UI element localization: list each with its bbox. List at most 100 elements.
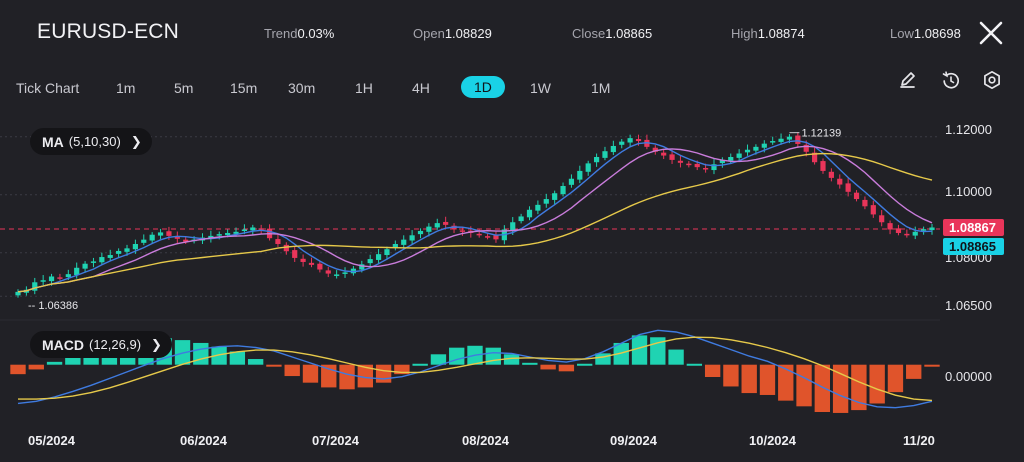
macd-histogram-bar	[193, 342, 209, 365]
candle-body	[912, 231, 918, 236]
candle-body	[225, 232, 231, 236]
candle-body	[48, 276, 55, 282]
candle-body	[535, 204, 541, 211]
candle-body	[141, 239, 147, 243]
macd-histogram-bar	[357, 364, 373, 388]
candle-body	[577, 170, 583, 180]
ma10-line	[17, 145, 933, 293]
candle-body	[711, 164, 717, 171]
reset-icon[interactable]	[941, 70, 961, 90]
candle-body	[124, 248, 130, 252]
close-icon[interactable]	[978, 20, 1004, 46]
candle-body	[493, 235, 499, 240]
tab-1d[interactable]: 1D	[461, 76, 505, 98]
macd-histogram-bar	[796, 364, 812, 407]
candle-body	[459, 230, 466, 232]
candle-body	[484, 236, 491, 238]
pencil-icon[interactable]	[898, 70, 918, 90]
candle-body	[870, 205, 876, 215]
macd-histogram-bar	[631, 335, 648, 365]
macd-histogram-bar	[485, 347, 501, 365]
candle-body	[904, 233, 910, 236]
tab-1m[interactable]: 1m	[116, 80, 136, 96]
candle-body	[32, 282, 38, 291]
candle-body	[434, 223, 440, 228]
candle-body	[845, 183, 851, 192]
tab-1w[interactable]: 1W	[530, 80, 551, 96]
min-marker-label: -- 1.06386	[28, 300, 78, 312]
candle-body	[602, 151, 608, 158]
tab-1m-month[interactable]: 1M	[591, 80, 611, 96]
macd-histogram-bar	[46, 361, 63, 365]
time-axis-label: 11/20	[903, 433, 935, 448]
macd-histogram-bar	[540, 364, 556, 370]
close-stat: Close1.08865	[572, 26, 653, 41]
price-chart[interactable]: 1.12139 -- 1.06386	[0, 0, 940, 420]
candle-body	[786, 136, 793, 140]
candle-body	[241, 229, 248, 231]
candle-body	[686, 163, 692, 166]
candle-body	[250, 227, 256, 231]
candle-body	[719, 159, 725, 164]
candle-body	[803, 144, 809, 152]
candle-body	[929, 227, 935, 231]
candle-body	[778, 138, 784, 142]
chart-header: EURUSD-ECN Trend0.03% Open1.08829 Close1…	[0, 0, 1024, 68]
macd-histogram-bar	[412, 363, 428, 366]
max-marker-label: 1.12139	[801, 128, 841, 140]
macd-histogram-bar	[613, 342, 629, 365]
symbol-title: EURUSD-ECN	[37, 20, 180, 43]
tab-30m[interactable]: 30m	[288, 80, 316, 96]
price-axis-label: 1.12000	[945, 122, 992, 137]
settings-icon[interactable]	[982, 70, 1002, 90]
ask-price-tag: 1.08867	[943, 219, 1004, 236]
candle-body	[593, 157, 600, 163]
candle-body	[795, 135, 801, 144]
candle-body	[57, 277, 63, 279]
candle-body	[476, 233, 482, 236]
candle-body	[744, 149, 751, 153]
macd-histogram-bar	[723, 364, 739, 387]
tab-tick-chart[interactable]: Tick Chart	[16, 80, 80, 96]
candle-body	[585, 163, 591, 172]
tab-1h[interactable]: 1H	[355, 80, 373, 96]
candle-body	[258, 228, 264, 230]
macd-indicator-name: MACD	[42, 336, 84, 353]
candle-body	[375, 254, 382, 260]
candle-body	[359, 264, 365, 270]
candle-body	[216, 234, 222, 236]
ma-indicator-pill[interactable]: MA (5,10,30) ❯	[30, 128, 152, 155]
candle-body	[157, 232, 164, 236]
macd-histogram-bar	[522, 362, 538, 365]
candle-body	[426, 226, 432, 232]
candle-body	[292, 250, 298, 258]
macd-indicator-pill[interactable]: MACD (12,26,9) ❯	[30, 331, 172, 358]
chevron-right-icon: ❯	[130, 133, 142, 149]
macd-histogram-bar	[449, 347, 465, 365]
candle-body	[921, 229, 927, 231]
macd-dea-line	[18, 336, 933, 402]
macd-histogram-bar	[302, 364, 319, 383]
time-axis-label: 05/2024	[28, 433, 75, 448]
macd-histogram-bar	[668, 349, 684, 365]
time-axis-label: 07/2024	[312, 433, 359, 448]
candle-body	[107, 255, 113, 258]
last-price-tag: 1.08865	[943, 238, 1004, 255]
candle-body	[208, 235, 214, 239]
candle-body	[90, 261, 97, 263]
candle-body	[518, 216, 524, 222]
candle-body	[350, 268, 357, 274]
candle-body	[770, 141, 776, 143]
price-axis-label: 1.10000	[945, 184, 992, 199]
tab-15m[interactable]: 15m	[230, 80, 258, 96]
candle-body	[325, 270, 331, 274]
candle-body	[166, 231, 172, 236]
tab-4h[interactable]: 4H	[412, 80, 430, 96]
tab-5m[interactable]: 5m	[174, 80, 194, 96]
macd-histogram-bar	[887, 364, 904, 393]
candle-body	[610, 145, 616, 153]
macd-histogram-bar	[247, 359, 264, 365]
candle-body	[233, 231, 239, 234]
candle-body	[149, 234, 155, 241]
macd-axis-label: 0.00000	[945, 369, 992, 384]
